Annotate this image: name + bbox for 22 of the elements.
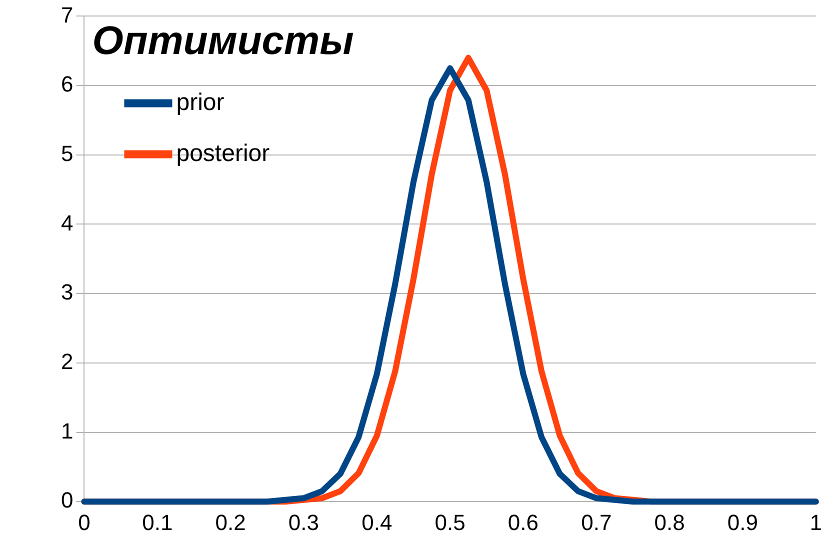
legend-label: posterior xyxy=(176,140,270,167)
y-tick-label: 7 xyxy=(60,2,74,28)
y-tick-label: 6 xyxy=(60,72,74,97)
x-tick-label: 0.1 xyxy=(142,510,173,535)
x-tick-label: 0.3 xyxy=(288,510,320,535)
x-tick-label: 1 xyxy=(810,510,822,535)
y-tick-label: 2 xyxy=(60,348,74,374)
x-tick-label: 0 xyxy=(78,510,90,535)
x-tick-label: 0.2 xyxy=(215,510,246,535)
y-tick-label: 1 xyxy=(60,418,74,444)
x-tick-label: 0.7 xyxy=(581,510,612,535)
y-tick-label: 0 xyxy=(60,488,74,513)
x-tick-label: 0.4 xyxy=(362,510,392,535)
x-tick-label: 0.9 xyxy=(727,510,758,535)
chart-title: Оптимисты xyxy=(92,19,354,64)
y-tick-label: 4 xyxy=(60,210,74,236)
x-tick-label: 0.8 xyxy=(654,510,685,535)
legend-label: prior xyxy=(176,88,224,116)
x-tick-label: 0.5 xyxy=(434,510,466,535)
y-tick-label: 3 xyxy=(60,280,74,305)
y-tick-label: 5 xyxy=(60,140,74,166)
x-tick-label: 0.6 xyxy=(508,510,539,535)
